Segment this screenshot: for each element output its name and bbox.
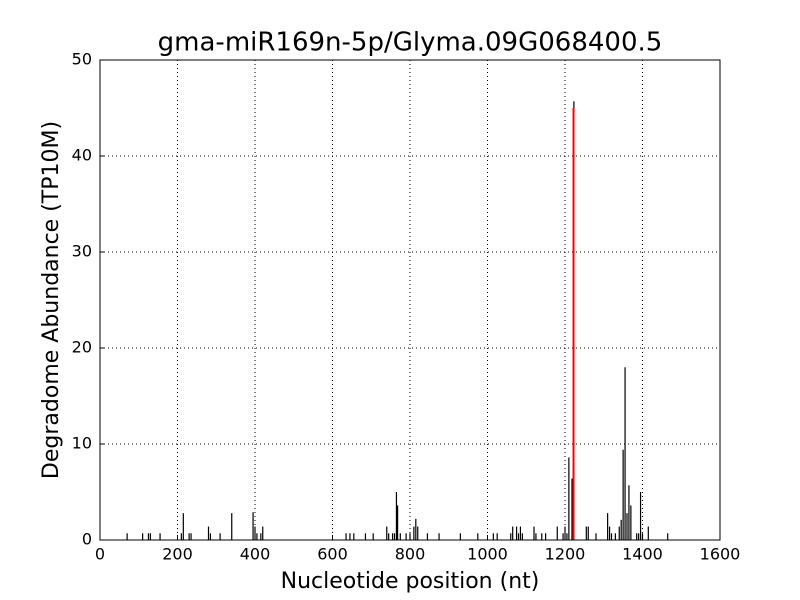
y-tick-label: 20	[72, 338, 92, 357]
y-tick-label: 40	[72, 146, 92, 165]
chart-title: gma-miR169n-5p/Glyma.09G068400.5	[158, 28, 663, 58]
x-tick-label: 1200	[545, 545, 586, 564]
x-tick-label: 1000	[467, 545, 508, 564]
y-tick-label: 30	[72, 242, 92, 261]
x-tick-label: 1400	[622, 545, 663, 564]
y-tick-label: 10	[72, 434, 92, 453]
y-tick-label: 50	[72, 50, 92, 69]
x-tick-label: 600	[317, 545, 348, 564]
plot-frame	[99, 59, 721, 541]
plot-area: 0 200 400 600 800 1000 1200 1400 1600 0 10 20 30 40 50	[72, 50, 741, 564]
x-tick-label: 800	[395, 545, 426, 564]
y-tick-label: 0	[82, 530, 92, 549]
y-axis-label: Degradome Abundance (TP10M)	[39, 121, 64, 479]
x-tick-label: 0	[95, 545, 105, 564]
x-tick-label: 400	[240, 545, 271, 564]
x-tick-label: 1600	[700, 545, 741, 564]
x-axis-label: Nucleotide position (nt)	[281, 569, 540, 594]
x-tick-label: 200	[162, 545, 193, 564]
